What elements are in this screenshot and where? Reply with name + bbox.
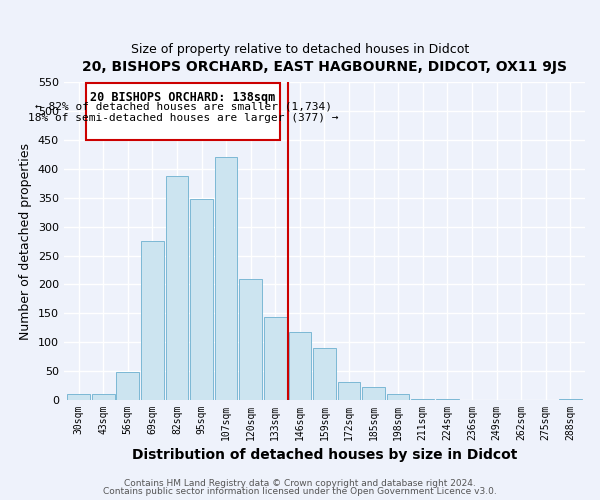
- Bar: [264, 317, 287, 400]
- X-axis label: Distribution of detached houses by size in Didcot: Distribution of detached houses by size …: [132, 448, 517, 462]
- Bar: [116, 372, 139, 400]
- Title: 20, BISHOPS ORCHARD, EAST HAGBOURNE, DIDCOT, OX11 9JS: 20, BISHOPS ORCHARD, EAST HAGBOURNE, DID…: [82, 60, 567, 74]
- Bar: [362, 388, 385, 400]
- Bar: [338, 382, 361, 400]
- Bar: [313, 348, 336, 400]
- Bar: [190, 200, 213, 400]
- Bar: [387, 394, 409, 400]
- Bar: [215, 158, 238, 400]
- Bar: [289, 332, 311, 400]
- Text: ← 82% of detached houses are smaller (1,734): ← 82% of detached houses are smaller (1,…: [35, 102, 332, 112]
- Bar: [92, 394, 115, 400]
- FancyBboxPatch shape: [86, 84, 280, 140]
- Bar: [412, 399, 434, 400]
- Text: Size of property relative to detached houses in Didcot: Size of property relative to detached ho…: [131, 42, 469, 56]
- Text: 20 BISHOPS ORCHARD: 138sqm: 20 BISHOPS ORCHARD: 138sqm: [91, 91, 276, 104]
- Text: Contains HM Land Registry data © Crown copyright and database right 2024.: Contains HM Land Registry data © Crown c…: [124, 478, 476, 488]
- Bar: [166, 176, 188, 400]
- Y-axis label: Number of detached properties: Number of detached properties: [19, 142, 32, 340]
- Bar: [559, 399, 581, 400]
- Bar: [436, 399, 458, 400]
- Text: Contains public sector information licensed under the Open Government Licence v3: Contains public sector information licen…: [103, 487, 497, 496]
- Bar: [67, 394, 90, 400]
- Bar: [141, 241, 164, 400]
- Text: 18% of semi-detached houses are larger (377) →: 18% of semi-detached houses are larger (…: [28, 112, 338, 122]
- Bar: [239, 279, 262, 400]
